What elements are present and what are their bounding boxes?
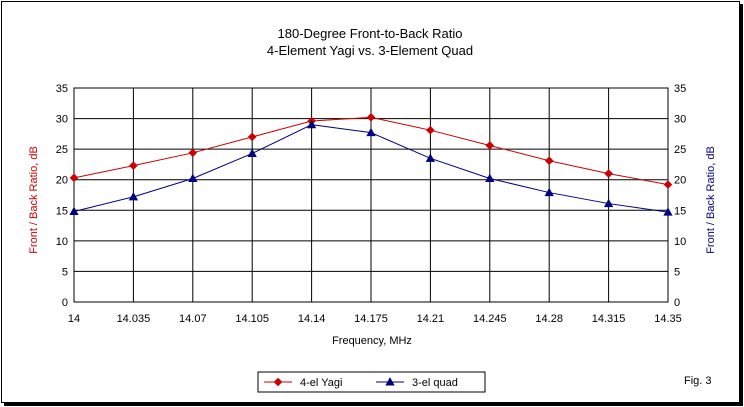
legend-label-0: 4-el Yagi <box>300 377 342 389</box>
series-0-point-3 <box>247 132 257 142</box>
y-right-tick-30: 30 <box>674 114 686 126</box>
figure-annotation: Fig. 3 <box>684 375 712 387</box>
grid-layer <box>73 87 669 303</box>
chart-svg: 180-Degree Front-to-Back Ratio 4-Element… <box>28 26 717 393</box>
x-tick-7: 14.245 <box>473 313 507 325</box>
series-0-point-10 <box>663 180 673 189</box>
y-left-tick-25: 25 <box>56 144 68 156</box>
series-layer <box>69 113 673 216</box>
series-1-point-5 <box>366 127 376 137</box>
series-1-point-7 <box>485 173 495 183</box>
series-1-point-9 <box>603 198 614 208</box>
y-right-tick-20: 20 <box>674 175 686 187</box>
y-right-tick-5: 5 <box>674 266 680 278</box>
series-0-point-1 <box>129 161 138 170</box>
plot-area-border <box>73 87 669 303</box>
y-left-tick-labels: 0 5 10 15 20 25 30 35 <box>56 83 68 309</box>
legend-marker-1 <box>385 377 395 386</box>
y-left-tick-20: 20 <box>56 175 68 187</box>
series-1-point-0 <box>69 206 79 216</box>
series-1-point-4 <box>306 119 317 129</box>
x-tick-8: 14.28 <box>535 313 563 325</box>
series-0-point-5 <box>366 113 376 122</box>
series-1 <box>69 119 673 216</box>
x-tick-labels: 14 14.035 14.07 14.105 14.14 14.175 14.21 14.24… <box>68 313 682 325</box>
x-tick-1: 14.035 <box>117 313 151 325</box>
series-0-point-7 <box>485 141 495 150</box>
y-axis-label-left: Front / Back Ratio, dB <box>28 146 40 254</box>
y-right-tick-10: 10 <box>674 236 686 248</box>
x-tick-0: 14 <box>68 313 80 325</box>
y-left-tick-30: 30 <box>56 114 68 126</box>
series-1-point-6 <box>425 153 436 162</box>
series-0-point-6 <box>426 125 435 135</box>
series-1-point-3 <box>247 148 257 157</box>
x-tick-3: 14.105 <box>235 313 269 325</box>
y-left-tick-15: 15 <box>56 205 68 217</box>
x-tick-4: 14.14 <box>298 313 326 325</box>
legend-marker-0 <box>273 377 283 387</box>
y-left-tick-0: 0 <box>62 297 68 309</box>
series-1-point-10 <box>663 207 673 216</box>
x-tick-10: 14.35 <box>654 313 682 325</box>
y-axis-label-right: Front / Back Ratio, dB <box>705 146 717 254</box>
y-right-tick-25: 25 <box>674 144 686 156</box>
series-0-point-9 <box>604 169 613 178</box>
y-right-tick-15: 15 <box>674 205 686 217</box>
legend-box <box>257 371 486 393</box>
x-tick-6: 14.21 <box>417 313 445 325</box>
y-left-tick-10: 10 <box>56 236 68 248</box>
x-tick-5: 14.175 <box>354 313 388 325</box>
legend-entries: 4-el Yagi 3-el quad <box>264 377 458 389</box>
series-0-point-8 <box>544 156 554 166</box>
x-axis-label: Frequency, MHz <box>332 335 412 347</box>
series-1-point-8 <box>544 187 554 197</box>
series-0 <box>69 113 673 189</box>
series-0-point-0 <box>69 173 79 183</box>
chart-subtitle: 4-Element Yagi vs. 3-Element Quad <box>267 43 473 58</box>
series-0-point-2 <box>188 148 198 158</box>
x-tick-2: 14.07 <box>179 313 207 325</box>
series-1-point-1 <box>128 192 139 201</box>
x-tick-9: 14.315 <box>592 313 626 325</box>
y-right-tick-labels: 0 5 10 15 20 25 30 35 <box>674 83 686 309</box>
legend: 4-el Yagi 3-el quad <box>257 371 486 393</box>
chart-title: 180-Degree Front-to-Back Ratio <box>278 26 463 41</box>
y-left-tick-35: 35 <box>56 83 68 95</box>
series-1-point-2 <box>188 173 198 183</box>
y-right-tick-35: 35 <box>674 83 686 95</box>
y-left-tick-5: 5 <box>62 266 68 278</box>
legend-label-1: 3-el quad <box>412 377 458 389</box>
y-right-tick-0: 0 <box>674 297 680 309</box>
